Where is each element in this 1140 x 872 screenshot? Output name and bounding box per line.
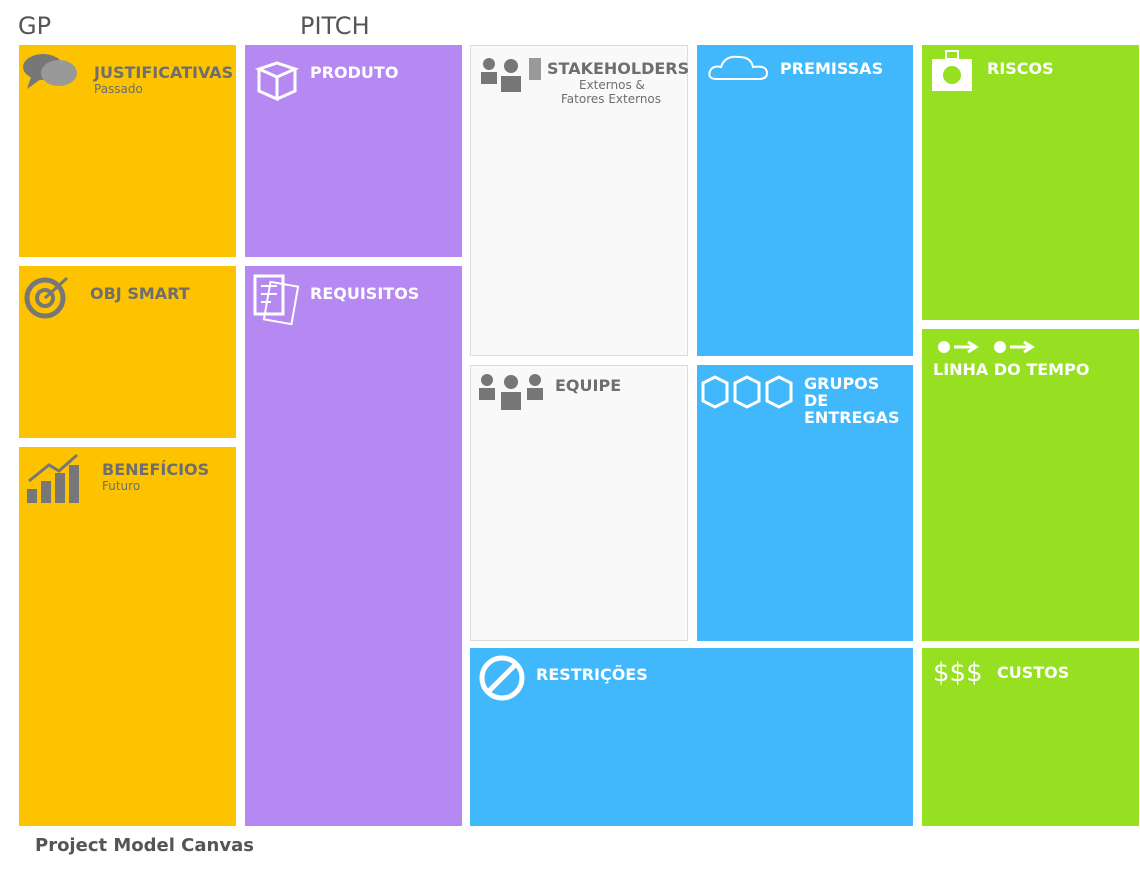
icon	[27, 453, 79, 503]
block: PREMISSAS	[697, 45, 913, 356]
block-subtitle: Passado	[94, 82, 143, 96]
block: RISCOS	[922, 45, 1139, 320]
block-title: EQUIPE	[555, 376, 622, 395]
block-title: REQUISITOS	[310, 284, 420, 303]
block-subtitle: Futuro	[102, 479, 141, 493]
icon	[701, 375, 793, 409]
block: $$$ CUSTOS	[922, 648, 1139, 826]
block-title: PRODUTO	[310, 63, 399, 82]
block-title: PREMISSAS	[780, 59, 884, 78]
block-title: RISCOS	[987, 59, 1054, 78]
icon	[479, 655, 525, 701]
block: RESTRIÇÕES	[470, 648, 913, 826]
block: EQUIPE	[470, 365, 688, 641]
header-gp: GP	[18, 12, 52, 40]
block-title: LINHA DO TEMPO	[933, 360, 1090, 379]
block-title: OBJ SMART	[90, 284, 190, 303]
header-pitch: PITCH	[300, 12, 370, 40]
icon	[481, 58, 541, 92]
block: PRODUTO	[245, 45, 462, 257]
block-title: JUSTIFICATIVAS	[94, 63, 234, 82]
block: REQUISITOS	[245, 266, 462, 826]
block-subtitle: Externos &	[579, 78, 645, 92]
block-title: GRUPOS DE ENTREGAS	[804, 374, 900, 427]
block-title: RESTRIÇÕES	[536, 665, 648, 684]
icon	[479, 374, 543, 410]
icon-text: $$$	[933, 658, 983, 688]
block: JUSTIFICATIVAS Passado	[19, 45, 236, 257]
icon	[932, 50, 972, 91]
block-title: CUSTOS	[997, 663, 1070, 682]
icon	[253, 274, 300, 326]
block: LINHA DO TEMPO	[922, 329, 1139, 641]
block: BENEFÍCIOS Futuro	[19, 447, 236, 826]
block-subtitle: Fatores Externos	[561, 92, 662, 106]
icon	[24, 276, 69, 319]
footer: Project Model Canvas	[35, 835, 254, 856]
icon	[23, 54, 77, 89]
block: STAKEHOLDERS Externos & Fatores Externos	[470, 45, 690, 356]
icon	[938, 340, 1035, 354]
icon	[254, 61, 300, 101]
icon	[708, 55, 769, 80]
block-title: BENEFÍCIOS	[102, 460, 210, 479]
block: OBJ SMART	[19, 266, 236, 438]
block-title: STAKEHOLDERS	[547, 59, 690, 78]
block: GRUPOS DE ENTREGAS	[697, 365, 913, 641]
